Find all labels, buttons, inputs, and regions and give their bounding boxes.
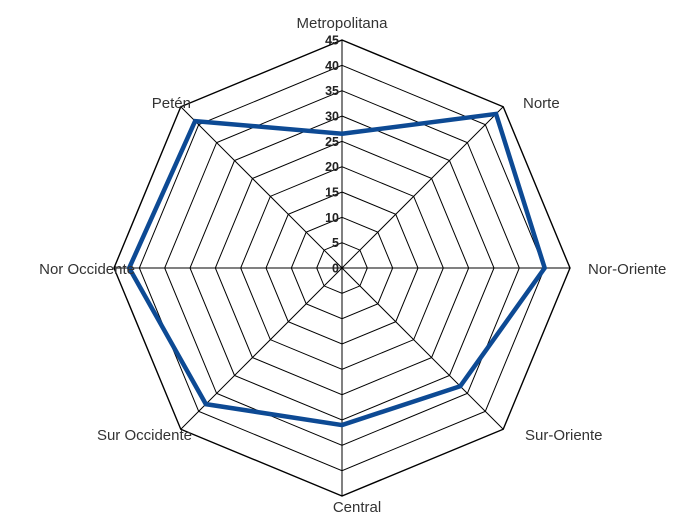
radial-axis-ticks: 0 5 10 15 20 25 30 35 40 45: [325, 34, 339, 276]
tick-label: 25: [325, 135, 339, 149]
radar-grid: [113, 39, 571, 497]
category-label: Central: [333, 499, 381, 512]
grid-spoke: [180, 106, 343, 269]
category-label: Sur Occidente: [97, 427, 192, 444]
radar-series: [126, 111, 548, 428]
tick-label: 15: [325, 186, 339, 200]
tick-label: 0: [332, 262, 339, 276]
category-label: Sur-Oriente: [525, 427, 603, 444]
tick-label: 5: [332, 236, 339, 250]
category-labels: Metropolitana Norte Nor-Oriente Sur-Oriente…: [39, 15, 666, 512]
category-label: Petén: [152, 95, 191, 112]
tick-label: 10: [325, 211, 339, 225]
series-line: [126, 111, 548, 428]
category-label: Norte: [523, 95, 560, 112]
tick-label: 20: [325, 160, 339, 174]
tick-label: 40: [325, 59, 339, 73]
tick-label: 30: [325, 110, 339, 124]
category-label: Nor-Oriente: [588, 261, 666, 278]
tick-label: 35: [325, 84, 339, 98]
category-label: Metropolitana: [297, 15, 389, 32]
tick-label: 45: [325, 34, 339, 48]
grid-spoke: [341, 106, 504, 269]
grid-spoke: [341, 267, 504, 430]
category-label: Nor Occidente: [39, 261, 135, 278]
